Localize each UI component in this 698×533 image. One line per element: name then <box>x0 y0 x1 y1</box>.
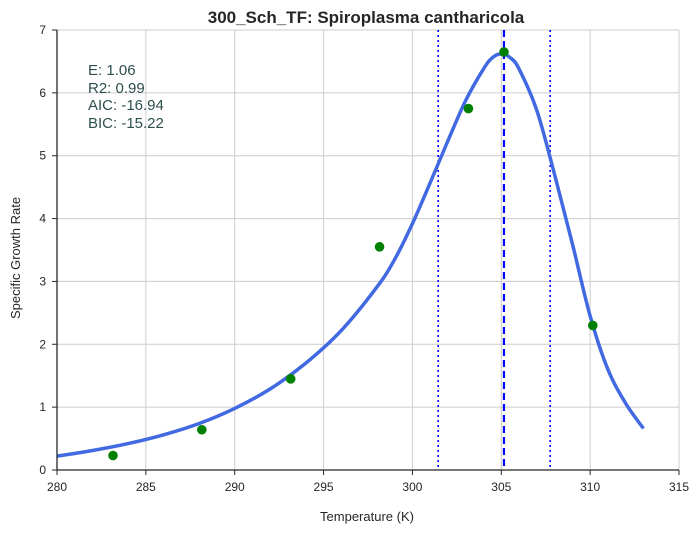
fit-curve <box>56 52 645 458</box>
x-ticks: 280 285 290 295 300 305 310 315 <box>47 470 689 494</box>
x-tick-label: 310 <box>580 480 600 494</box>
stat-aic: AIC: -16.94 <box>88 97 164 114</box>
y-tick-label: 6 <box>39 86 46 100</box>
chart-title: 300_Sch_TF: Spiroplasma cantharicola <box>208 8 525 27</box>
y-axis-label: Specific Growth Rate <box>8 197 23 319</box>
data-point <box>374 242 385 252</box>
y-tick-label: 0 <box>39 463 46 477</box>
data-point <box>499 47 509 57</box>
x-tick-label: 315 <box>669 480 689 494</box>
y-tick-label: 1 <box>39 400 46 414</box>
x-tick-label: 305 <box>491 480 511 494</box>
y-tick-label: 3 <box>39 274 46 288</box>
stats-annotation: E: 1.06 R2: 0.99 AIC: -16.94 BIC: -15.22 <box>88 62 164 132</box>
reference-lines <box>437 30 551 470</box>
stat-r2: R2: 0.99 <box>88 80 145 97</box>
x-tick-label: 285 <box>136 480 156 494</box>
data-point <box>197 424 207 435</box>
y-tick-label: 5 <box>39 149 46 163</box>
y-tick-label: 4 <box>39 212 46 226</box>
x-tick-label: 300 <box>402 480 422 494</box>
x-axis-label: Temperature (K) <box>320 509 414 524</box>
data-point <box>285 374 296 384</box>
x-tick-label: 295 <box>314 480 334 494</box>
data-point <box>463 103 474 114</box>
stat-e: E: 1.06 <box>88 62 136 79</box>
y-ticks: 0 1 2 3 4 5 6 7 <box>39 23 57 477</box>
y-tick-label: 2 <box>39 337 46 351</box>
axes <box>56 30 679 471</box>
stat-bic: BIC: -15.22 <box>88 115 164 132</box>
x-tick-label: 290 <box>225 480 245 494</box>
grid <box>56 29 680 471</box>
data-point <box>108 450 118 461</box>
y-tick-label: 7 <box>39 23 46 37</box>
x-tick-label: 280 <box>47 480 67 494</box>
observed-points <box>108 47 598 461</box>
data-point <box>588 320 598 331</box>
